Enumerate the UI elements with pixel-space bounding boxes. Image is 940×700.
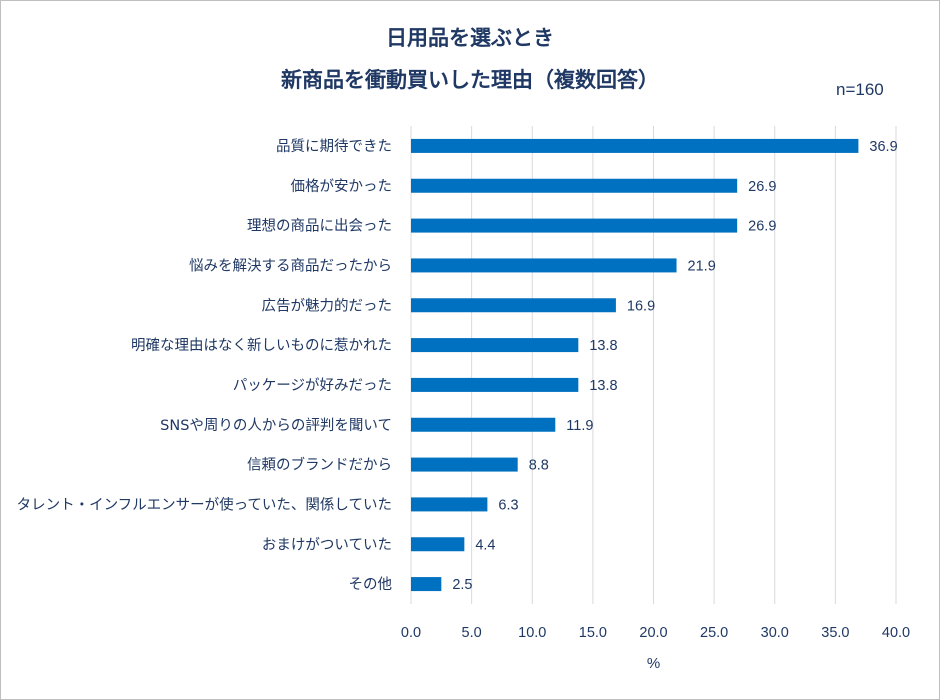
bar [411,537,465,552]
x-tick-label: 35.0 [821,625,849,641]
data-label: 4.4 [475,537,495,553]
category-label: 悩みを解決する商品だったから [189,257,392,274]
data-label: 13.8 [589,338,617,354]
category-label: SNSや周りの人からの評判を聞いて [160,417,392,434]
bar [411,218,738,233]
x-tick-label: 25.0 [700,625,728,641]
x-tick-label: 15.0 [579,625,607,641]
data-label: 11.9 [566,418,593,434]
x-tick-label: 10.0 [518,625,546,641]
category-label: おまけがついていた [262,536,392,553]
data-label: 6.3 [498,497,518,513]
x-tick-label: 0.0 [401,625,421,641]
x-axis-label: % [647,655,660,672]
bar [411,258,677,273]
x-tick-label: 20.0 [639,625,667,641]
data-label: 36.9 [869,139,897,155]
category-label: 価格が安かった [291,178,393,195]
category-label: 信頼のブランドだから [247,456,392,474]
data-label: 26.9 [748,179,776,195]
data-label: 21.9 [688,258,716,274]
category-label: 明確な理由はなく新しいものに惹かれた [131,337,392,354]
x-tick-label: 5.0 [462,625,482,641]
bar [411,138,859,153]
bar [411,298,616,313]
category-label: パッケージが好みだった [233,377,392,394]
data-label: 13.8 [589,378,617,394]
chart-title: 日用品を選ぶとき [386,26,554,50]
bar [411,338,579,353]
bar [411,577,442,592]
category-label: 広告が魅力的だった [262,297,393,314]
category-label: タレント・インフルエンサーが使っていた、関係していた [17,496,392,513]
data-label: 8.8 [529,458,549,474]
category-label: 理想の商品に出会った [247,218,392,235]
data-label: 2.5 [452,577,472,593]
sample-size: n=160 [836,80,884,99]
category-label: その他 [349,576,393,593]
x-tick-label: 40.0 [882,625,910,641]
bar [411,457,518,472]
bar [411,178,738,193]
data-label: 16.9 [627,298,655,314]
x-tick-label: 30.0 [761,625,789,641]
bar [411,417,556,432]
bar [411,377,579,392]
bar [411,497,488,512]
category-label: 品質に期待できた [276,137,392,155]
chart-subtitle: 新商品を衝動買いした理由（複数回答） [281,68,659,92]
data-label: 26.9 [748,219,776,235]
